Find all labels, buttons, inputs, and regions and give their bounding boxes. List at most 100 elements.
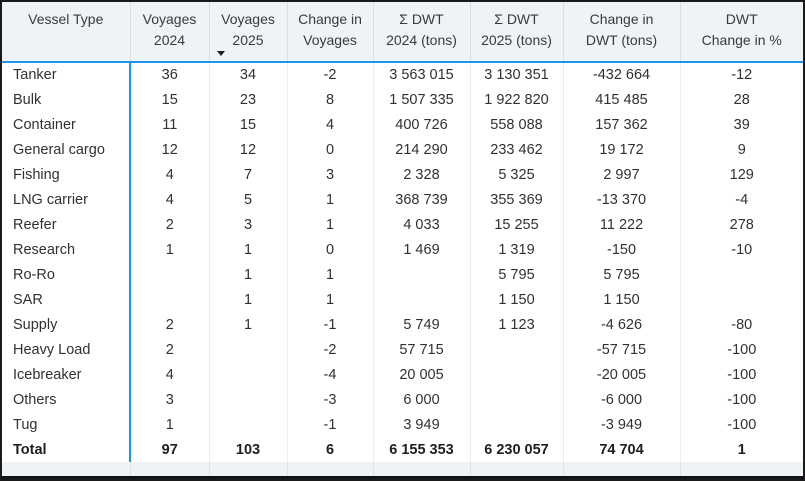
table-row[interactable]: General cargo 12 12 0 214 290 233 462 19 172 9 xyxy=(2,137,803,162)
table-row[interactable]: Reefer 2 3 1 4 033 15 255 11 222 278 xyxy=(2,212,803,237)
column-header-label-line: Change in xyxy=(298,11,362,27)
value-cell: 3 130 351 xyxy=(469,62,563,87)
value-cell: 1 507 335 xyxy=(372,87,470,112)
value-cell: 1 319 xyxy=(469,237,563,262)
table-row[interactable]: Tanker 36 34 -2 3 563 015 3 130 351 -432 664 -1… xyxy=(2,62,803,87)
value-cell: 1 150 xyxy=(469,287,563,312)
column-header-change_voyages[interactable]: Change in Voyages xyxy=(286,2,373,63)
value-cell: -1 xyxy=(286,412,373,437)
value-cell: 28 xyxy=(679,87,803,112)
vessel-type-cell: Supply xyxy=(2,312,130,337)
value-cell: 558 088 xyxy=(469,112,563,137)
value-cell xyxy=(469,412,563,437)
column-header-label-line: Vessel Type xyxy=(28,11,104,27)
vessel-type-cell: Tanker xyxy=(2,62,130,87)
table-row[interactable]: Bulk 15 23 8 1 507 335 1 922 820 415 485 28 xyxy=(2,87,803,112)
value-cell: 1 xyxy=(208,312,287,337)
value-cell: 1 469 xyxy=(372,237,470,262)
value-cell: 415 485 xyxy=(562,87,680,112)
value-cell: 2 328 xyxy=(372,162,470,187)
value-cell: 368 739 xyxy=(372,187,470,212)
value-cell: 6 155 353 xyxy=(372,437,470,462)
table-row[interactable]: Others 3 -3 6 000 -6 000 -100 xyxy=(2,387,803,412)
column-header-vessel_type[interactable]: Vessel Type xyxy=(2,2,130,63)
column-header-change_dwt[interactable]: Change in DWT (tons) xyxy=(562,2,680,63)
value-cell: 5 795 xyxy=(562,262,680,287)
value-cell: 5 325 xyxy=(469,162,563,187)
table-row[interactable]: Icebreaker 4 -4 20 005 -20 005 -100 xyxy=(2,362,803,387)
table-row[interactable]: Supply 2 1 -1 5 749 1 123 -4 626 -80 xyxy=(2,312,803,337)
value-cell: 4 xyxy=(286,112,373,137)
column-header-dwt_2025[interactable]: Σ DWT 2025 (tons) xyxy=(469,2,563,63)
value-cell: 1 xyxy=(286,262,373,287)
value-cell xyxy=(129,262,209,287)
vessel-type-cell: Heavy Load xyxy=(2,337,130,362)
footer-strip-cell xyxy=(469,462,563,476)
table-row[interactable]: Fishing 4 7 3 2 328 5 325 2 997 129 xyxy=(2,162,803,187)
table-row[interactable]: Research 1 1 0 1 469 1 319 -150 -10 xyxy=(2,237,803,262)
value-cell: 233 462 xyxy=(469,137,563,162)
value-cell: 1 xyxy=(286,212,373,237)
value-cell: 400 726 xyxy=(372,112,470,137)
value-cell: 11 xyxy=(129,112,209,137)
footer-strip-cell xyxy=(129,462,209,476)
value-cell: 5 749 xyxy=(372,312,470,337)
value-cell: 214 290 xyxy=(372,137,470,162)
value-cell: -100 xyxy=(679,362,803,387)
column-header-label-line: Voyages xyxy=(142,11,197,27)
value-cell: 39 xyxy=(679,112,803,137)
value-cell: 1 xyxy=(679,437,803,462)
footer-strip-cell xyxy=(562,462,680,476)
value-cell: 1 xyxy=(286,287,373,312)
value-cell: 20 005 xyxy=(372,362,470,387)
value-cell: -80 xyxy=(679,312,803,337)
table-row[interactable]: Heavy Load 2 -2 57 715 -57 715 -100 xyxy=(2,337,803,362)
value-cell: 3 xyxy=(129,387,209,412)
table-row[interactable]: Container 11 15 4 400 726 558 088 157 362 39 xyxy=(2,112,803,137)
value-cell: 1 xyxy=(129,237,209,262)
value-cell: 6 230 057 xyxy=(469,437,563,462)
vessel-type-cell: Total xyxy=(2,437,130,462)
footer-strip-cell xyxy=(679,462,803,476)
value-cell: 129 xyxy=(679,162,803,187)
value-cell: 1 xyxy=(208,237,287,262)
value-cell: -4 xyxy=(286,362,373,387)
value-cell: 23 xyxy=(208,87,287,112)
column-header-dwt_2024[interactable]: Σ DWT 2024 (tons) xyxy=(372,2,470,63)
column-header-dwt_change_pct[interactable]: DWT Change in % xyxy=(679,2,803,63)
table-row[interactable]: Tug 1 -1 3 949 -3 949 -100 xyxy=(2,412,803,437)
value-cell: 34 xyxy=(208,62,287,87)
value-cell: 1 922 820 xyxy=(469,87,563,112)
column-header-label-line: DWT xyxy=(725,11,758,27)
column-header-label-line: 2024 xyxy=(153,32,186,48)
value-cell: -100 xyxy=(679,387,803,412)
column-header-voyages_2025[interactable]: Voyages 2025 xyxy=(208,2,287,63)
value-cell: 3 xyxy=(208,212,287,237)
value-cell xyxy=(372,287,470,312)
value-cell: -4 xyxy=(679,187,803,212)
value-cell xyxy=(208,337,287,362)
value-cell: 7 xyxy=(208,162,287,187)
column-header-voyages_2024[interactable]: Voyages 2024 xyxy=(129,2,209,63)
table-row[interactable]: LNG carrier 4 5 1 368 739 355 369 -13 370 -4 xyxy=(2,187,803,212)
value-cell: 103 xyxy=(208,437,287,462)
vessel-type-cell: SAR xyxy=(2,287,130,312)
vessel-type-cell: LNG carrier xyxy=(2,187,130,212)
value-cell: -100 xyxy=(679,337,803,362)
column-header-label-line: Voyages xyxy=(303,32,357,48)
value-cell: 12 xyxy=(129,137,209,162)
value-cell: 5 795 xyxy=(469,262,563,287)
value-cell: 6 xyxy=(286,437,373,462)
column-header-label-line: 2025 (tons) xyxy=(481,32,552,48)
total-row[interactable]: Total 97 103 6 6 155 353 6 230 057 74 704 1 xyxy=(2,437,803,462)
value-cell xyxy=(208,362,287,387)
value-cell: -2 xyxy=(286,62,373,87)
table-row[interactable]: SAR 1 1 1 150 1 150 xyxy=(2,287,803,312)
value-cell: -3 949 xyxy=(562,412,680,437)
vessel-type-cell: Tug xyxy=(2,412,130,437)
value-cell: 8 xyxy=(286,87,373,112)
value-cell: 0 xyxy=(286,237,373,262)
value-cell: -13 370 xyxy=(562,187,680,212)
table-row[interactable]: Ro-Ro 1 1 5 795 5 795 xyxy=(2,262,803,287)
